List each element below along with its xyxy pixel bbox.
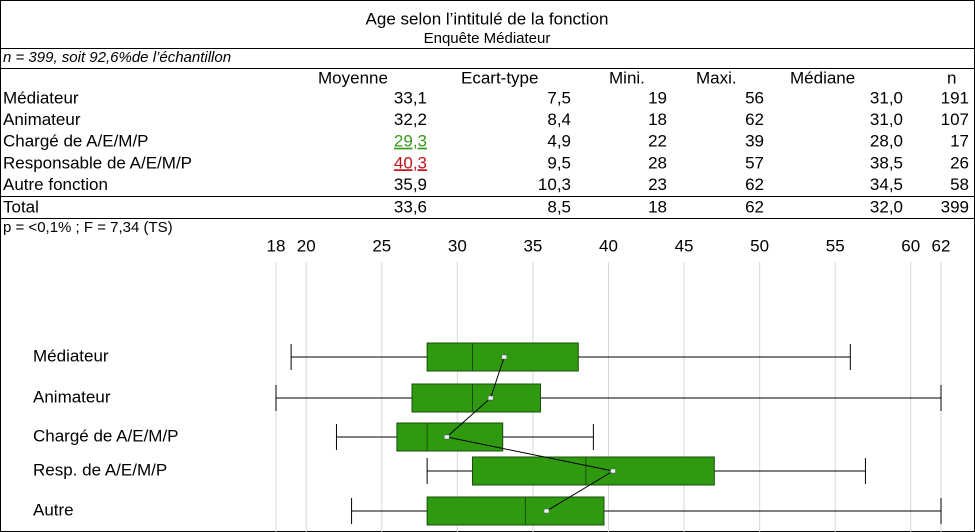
subtitle: Enquête Médiateur (424, 30, 551, 47)
mean-marker (444, 434, 450, 440)
cell: 9,5 (547, 153, 571, 172)
cell: 399 (941, 197, 969, 216)
cell: 107 (941, 110, 969, 129)
x-tick-label: 40 (599, 236, 618, 255)
cell: 38,5 (870, 153, 903, 172)
box (396, 422, 504, 452)
mean-marker (487, 395, 494, 401)
cell: 62 (745, 110, 764, 129)
x-tick-label: 55 (826, 236, 845, 255)
column-header: Moyenne (318, 68, 388, 87)
cell: 33,6 (394, 197, 427, 216)
x-tick-label: 30 (448, 236, 467, 255)
cell: 17 (950, 132, 969, 151)
cell: 191 (941, 88, 969, 107)
x-tick-label: 18 (267, 236, 286, 255)
cell: 28,0 (870, 132, 903, 151)
cell: 31,0 (870, 88, 903, 107)
cell: 40,3 (394, 153, 427, 172)
category-label: Animateur (33, 387, 111, 406)
cell: 28 (648, 153, 667, 172)
row-label: Médiateur (3, 88, 79, 107)
cell: 19 (648, 88, 667, 107)
cell: 32,2 (394, 110, 427, 129)
cell: 32,0 (870, 197, 903, 216)
cell: 62 (745, 197, 764, 216)
cell: 18 (648, 110, 667, 129)
column-header: Médiane (790, 68, 855, 87)
title: Age selon l’intitulé de la fonction (366, 9, 609, 28)
cell: 39 (745, 132, 764, 151)
cell: 8,4 (547, 110, 571, 129)
note: n = 399, soit 92,6%de l’échantillon (3, 49, 231, 66)
cell: 10,3 (538, 175, 571, 194)
x-tick-label: 62 (932, 236, 951, 255)
cell: 18 (648, 197, 667, 216)
column-header: n (947, 68, 956, 87)
row-label: Responsable de A/E/M/P (3, 153, 192, 172)
row-label: Chargé de A/E/M/P (3, 132, 149, 151)
mean-marker (501, 354, 507, 360)
x-tick-label: 50 (750, 236, 769, 255)
cell: 58 (950, 175, 969, 194)
box (426, 496, 605, 526)
mean-marker (543, 508, 550, 514)
column-header: Maxi. (696, 68, 737, 87)
cell: 23 (648, 175, 667, 194)
category-label: Autre (33, 500, 74, 519)
mean-marker (610, 468, 616, 474)
x-tick-label: 20 (297, 236, 316, 255)
cell: 7,5 (547, 88, 571, 107)
row-label: Autre fonction (3, 175, 108, 194)
box (471, 456, 715, 486)
cell: 22 (648, 132, 667, 151)
x-tick-label: 25 (372, 236, 391, 255)
category-label: Chargé de A/E/M/P (33, 426, 179, 445)
cell: 62 (745, 175, 764, 194)
cell: 35,9 (394, 175, 427, 194)
cell: 4,9 (547, 132, 571, 151)
cell: 31,0 (870, 110, 903, 129)
stat-note: p = <0,1% ; F = 7,34 (TS) (3, 219, 173, 236)
x-tick-label: 60 (901, 236, 920, 255)
row-label: Animateur (3, 110, 81, 129)
category-label: Médiateur (33, 346, 109, 365)
box (411, 383, 541, 413)
cell: 56 (745, 88, 764, 107)
cell: 29,3 (394, 132, 427, 151)
cell: 26 (950, 153, 969, 172)
cell: 34,5 (870, 175, 903, 194)
x-tick-label: 45 (675, 236, 694, 255)
category-label: Resp. de A/E/M/P (33, 460, 167, 479)
cell: 33,1 (394, 88, 427, 107)
cell: 57 (745, 153, 764, 172)
cell: 8,5 (547, 197, 571, 216)
column-header: Mini. (609, 68, 645, 87)
x-tick-label: 35 (523, 236, 542, 255)
column-header: Ecart-type (461, 68, 538, 87)
row-label: Total (3, 197, 39, 216)
